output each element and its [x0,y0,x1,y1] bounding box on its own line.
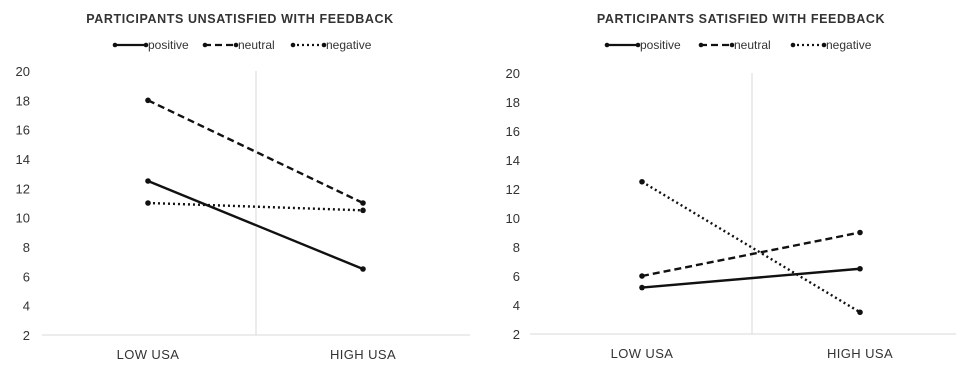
legend-item-negative: negative [290,38,372,52]
legend-item-positive: positive [604,38,681,52]
y-tick-label: 18 [16,93,30,108]
y-tick-label: 16 [506,124,520,139]
y-tick-label: 10 [16,211,30,226]
data-point-negative [639,178,645,185]
x-category-label: LOW USA [117,347,180,362]
y-tick-label: 6 [513,269,520,284]
data-point-neutral [639,273,645,279]
data-point-negative [360,207,366,214]
y-tick-label: 6 [23,269,30,284]
legend-item-negative: negative [790,38,872,52]
legend-marker [698,42,704,48]
data-point-negative [857,309,863,316]
legend-item-neutral: neutral [202,38,275,52]
legend-marker [729,42,735,48]
y-tick-label: 10 [506,211,520,226]
x-category-label: HIGH USA [827,346,893,361]
data-point-neutral [145,97,151,104]
legend-marker [321,42,327,48]
legend-marker [233,42,239,48]
data-point-positive [639,284,645,291]
y-tick-label: 2 [513,327,520,342]
y-tick-label: 12 [16,181,30,196]
series-line-neutral [147,99,364,205]
legend-marker [290,42,296,48]
y-tick-label: 12 [506,182,520,197]
series-line-neutral [641,231,861,278]
x-category-label: HIGH USA [330,347,396,362]
chart-title: PARTICIPANTS SATISFIED WITH FEEDBACK [597,12,885,26]
y-tick-label: 4 [513,298,520,313]
y-tick-label: 14 [506,153,520,168]
legend-marker [790,42,796,48]
series-line-positive [147,179,364,271]
legend-marker [604,42,610,48]
legend-label: negative [326,38,372,52]
chart-unsatisfied-svg: PARTICIPANTS UNSATISFIED WITH FEEDBACK po… [16,12,470,362]
legend-item-positive: positive [112,38,189,52]
y-tick-label: 20 [506,66,520,81]
series-line-negative [147,201,364,212]
chart-satisfied-svg: PARTICIPANTS SATISFIED WITH FEEDBACK posi… [506,12,956,361]
series-line-positive [641,267,861,289]
y-tick-label: 4 [23,299,30,314]
data-point-neutral [857,229,863,236]
chart-satisfied: PARTICIPANTS SATISFIED WITH FEEDBACK posi… [486,0,961,362]
legend-marker [112,42,118,48]
legend-marker [143,42,149,48]
legend-marker [202,42,208,48]
data-point-positive [145,178,151,184]
y-tick-label: 14 [16,152,30,167]
legend-label: positive [640,38,681,52]
y-tick-label: 20 [16,64,30,79]
legend-label: negative [826,38,872,52]
legend-label: positive [148,38,189,52]
data-point-neutral [360,200,366,206]
y-tick-label: 16 [16,123,30,138]
legend-label: neutral [238,38,275,52]
chart-unsatisfied: PARTICIPANTS UNSATISFIED WITH FEEDBACK po… [0,0,475,362]
chart-title: PARTICIPANTS UNSATISFIED WITH FEEDBACK [86,12,394,26]
y-tick-label: 8 [513,240,520,255]
y-tick-label: 8 [23,240,30,255]
data-point-positive [360,266,366,272]
y-tick-label: 2 [23,328,30,343]
legend-item-neutral: neutral [698,38,771,52]
data-point-positive [857,265,863,272]
x-category-label: LOW USA [611,346,674,361]
legend-label: neutral [734,38,771,52]
y-tick-label: 18 [506,95,520,110]
legend-marker [821,42,827,48]
data-point-negative [145,200,151,206]
legend-marker [635,42,641,48]
series-line-negative [641,180,861,314]
